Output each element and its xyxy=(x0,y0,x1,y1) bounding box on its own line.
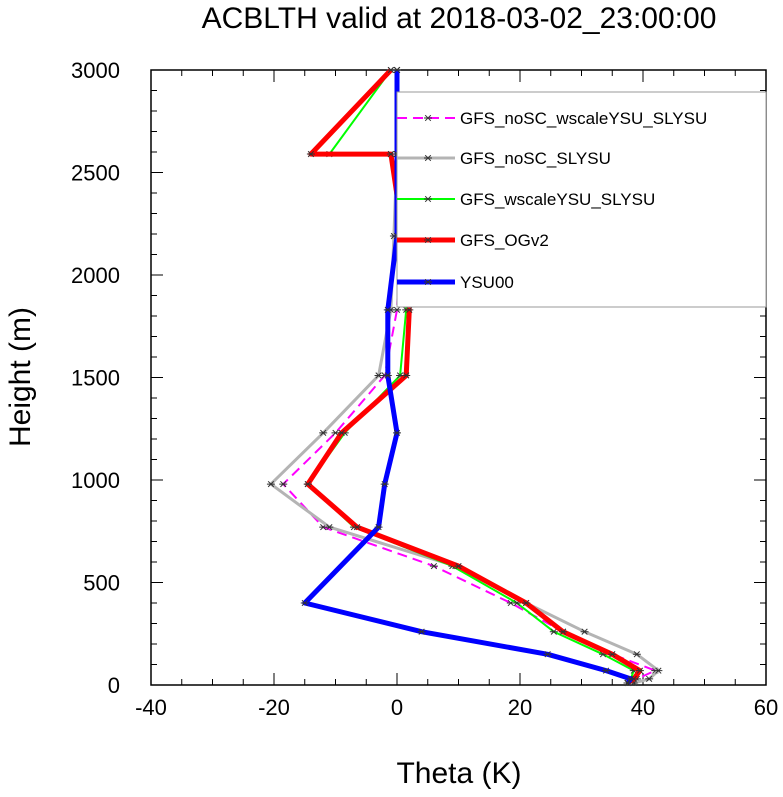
data-point-marker xyxy=(325,523,334,531)
x-tick-label: 0 xyxy=(391,695,403,720)
legend-label: GFS_OGv2 xyxy=(460,231,549,250)
data-point-marker xyxy=(454,562,463,570)
data-point-marker xyxy=(623,679,632,687)
chart-title: ACBLTH valid at 2018-03-02_23:00:00 xyxy=(202,2,717,35)
data-point-marker xyxy=(306,150,315,158)
data-point-marker xyxy=(424,195,432,203)
legend-item: GFS_noSC_wscaleYSU_SLYSU xyxy=(397,109,707,128)
legend-label: GFS_noSC_SLYSU xyxy=(460,149,611,168)
legend-item: GFS_noSC_SLYSU xyxy=(397,149,611,168)
x-tick-label: 60 xyxy=(754,695,778,720)
data-point-marker xyxy=(626,675,635,683)
legend-items: GFS_noSC_wscaleYSU_SLYSU GFS_noSC_SLYSU GF… xyxy=(397,109,707,292)
y-tick-label: 1500 xyxy=(71,366,120,391)
legend-item: GFS_OGv2 xyxy=(397,231,549,250)
data-point-marker xyxy=(353,523,362,531)
y-tick-label: 3000 xyxy=(71,58,120,83)
x-tick-label: -20 xyxy=(258,695,290,720)
legend-label: GFS_wscaleYSU_SLYSU xyxy=(460,190,655,209)
data-point-marker xyxy=(522,599,531,607)
series-line xyxy=(302,70,634,685)
data-point-marker xyxy=(549,628,558,635)
data-point-marker xyxy=(380,480,389,488)
data-point-marker xyxy=(319,429,328,437)
y-tick-label: 2000 xyxy=(71,263,120,288)
x-tick-label: -40 xyxy=(135,695,167,720)
data-point-marker xyxy=(303,480,312,488)
y-tick-label: 1000 xyxy=(71,468,120,493)
y-tick-label: 2500 xyxy=(71,161,120,186)
data-point-marker xyxy=(383,372,392,379)
legend-label: GFS_noSC_wscaleYSU_SLYSU xyxy=(460,109,707,128)
y-tick-label: 500 xyxy=(83,571,120,596)
data-point-marker xyxy=(402,372,411,379)
legend-item: GFS_wscaleYSU_SLYSU xyxy=(397,190,655,209)
data-point-marker xyxy=(300,599,309,607)
data-point-marker xyxy=(424,278,432,286)
series-lines xyxy=(266,66,663,687)
legend-box xyxy=(396,91,767,308)
plot-area xyxy=(150,66,767,687)
data-point-marker xyxy=(602,667,611,674)
data-point-marker xyxy=(559,628,568,635)
data-point-marker xyxy=(374,523,383,531)
x-tick-label: 40 xyxy=(631,695,655,720)
y-axis-label: Height (m) xyxy=(4,307,37,447)
legend-label: YSU00 xyxy=(460,273,514,292)
data-point-marker xyxy=(393,429,401,437)
data-point-marker xyxy=(580,628,589,635)
data-point-marker xyxy=(654,667,663,674)
data-point-marker xyxy=(337,429,346,437)
legend-item: YSU00 xyxy=(397,273,514,292)
legend: GFS_noSC_wscaleYSU_SLYSU GFS_noSC_SLYSU GF… xyxy=(396,91,767,308)
data-point-marker xyxy=(374,372,383,379)
x-axis-label: Theta (K) xyxy=(396,757,521,790)
data-point-marker xyxy=(543,651,552,658)
data-point-marker xyxy=(424,236,432,244)
data-point-marker xyxy=(429,562,438,570)
y-tick-labels: 0 500 1000 1500 2000 2500 3000 xyxy=(71,58,120,698)
data-point-marker xyxy=(266,480,275,488)
data-point-marker xyxy=(424,154,432,162)
data-point-marker xyxy=(424,114,432,122)
data-point-marker xyxy=(405,306,414,314)
data-point-marker xyxy=(279,480,288,488)
x-tick-label: 20 xyxy=(508,695,532,720)
data-point-marker xyxy=(383,306,392,314)
data-point-marker xyxy=(635,667,644,674)
x-tick-labels: -40 -20 0 20 40 60 xyxy=(135,695,778,720)
y-tick-label: 0 xyxy=(108,673,120,698)
data-point-marker xyxy=(393,66,401,74)
data-point-marker xyxy=(632,651,641,658)
data-point-marker xyxy=(417,628,426,635)
data-point-marker xyxy=(608,651,617,658)
data-point-marker xyxy=(645,675,654,683)
